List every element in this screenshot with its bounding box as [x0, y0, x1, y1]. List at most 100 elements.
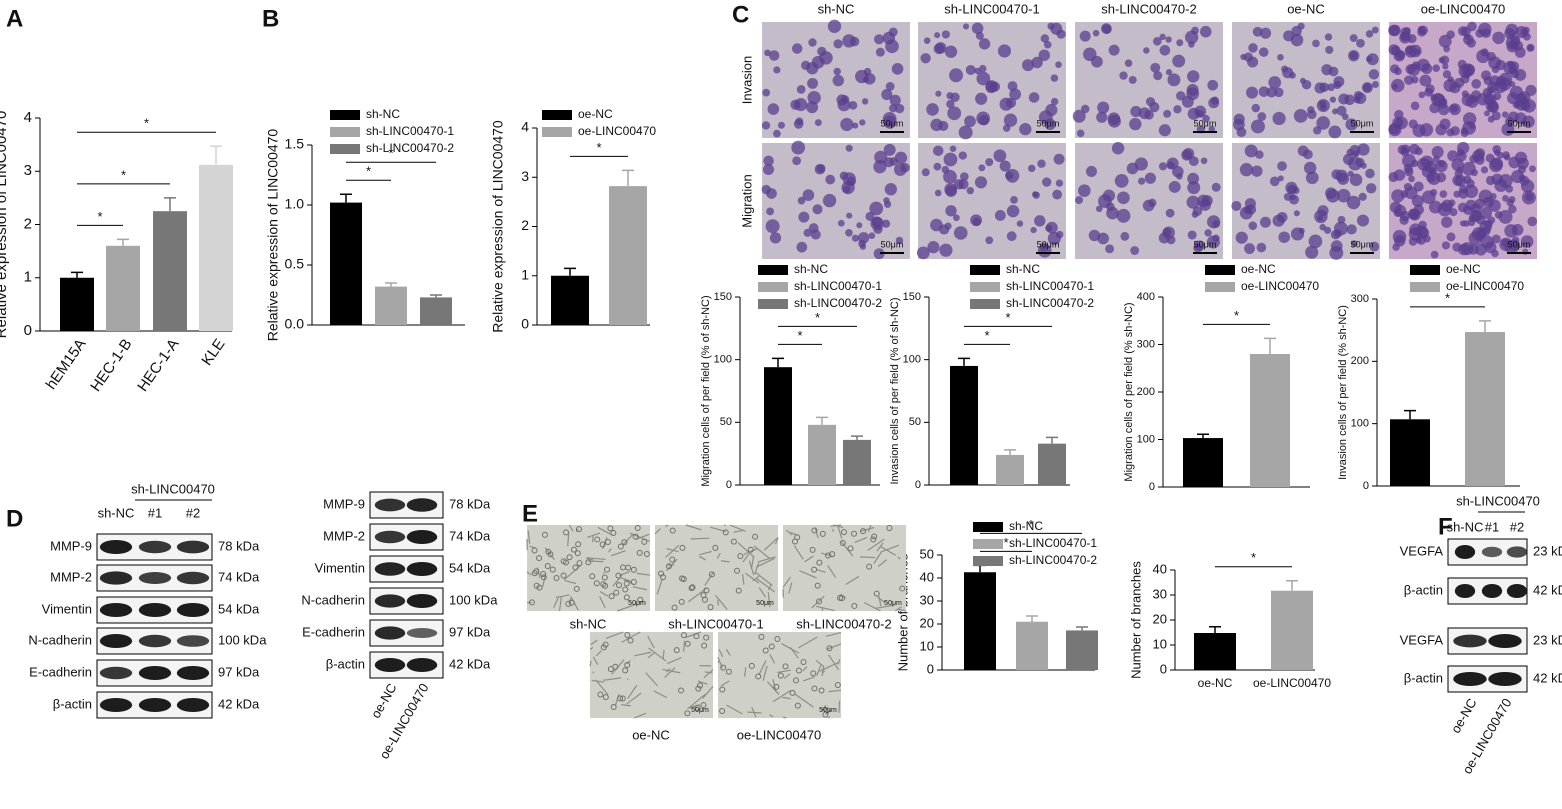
cell [797, 196, 806, 205]
cell [943, 152, 958, 167]
cell [1357, 143, 1370, 156]
cell [1105, 244, 1115, 254]
cell [1283, 192, 1292, 201]
cell [932, 145, 944, 156]
tube-branch [645, 672, 658, 687]
scale-label: 50μm [881, 239, 904, 249]
cell [1258, 47, 1269, 57]
legend-swatch [970, 265, 1000, 275]
cell [1196, 110, 1204, 118]
image-label: oe-LINC00470 [737, 727, 822, 742]
cell [1117, 191, 1130, 205]
legend-label: sh-LINC00470-1 [794, 279, 882, 293]
cell [1525, 84, 1537, 96]
cell [1440, 199, 1454, 212]
y-tick-label: 100 [1351, 418, 1369, 430]
error-bar [1286, 580, 1298, 591]
cell [1303, 161, 1317, 175]
protein-label: N-cadherin [301, 592, 365, 607]
band [138, 698, 172, 712]
cell [851, 234, 859, 242]
y-tick-label: 2 [24, 215, 32, 232]
y-tick-label: 50 [720, 416, 732, 428]
cell [808, 38, 817, 47]
size-label: 74 kDa [218, 569, 260, 584]
cell [978, 164, 986, 172]
cell [985, 158, 994, 167]
blot-row [1447, 627, 1528, 655]
significance-star: * [1445, 290, 1450, 305]
cell [1408, 119, 1418, 129]
cell [1498, 77, 1512, 91]
cell [1159, 44, 1171, 56]
error-bar [385, 282, 397, 287]
tube-cell [643, 551, 650, 558]
cell [1088, 229, 1101, 242]
bar [609, 186, 647, 325]
tube-cell [528, 599, 535, 606]
tube-branch [667, 657, 682, 665]
y-tick-label: 1 [24, 269, 32, 286]
cell [852, 122, 859, 129]
error-bar [1004, 449, 1016, 455]
tube-cell [712, 544, 719, 551]
tube-branch [752, 574, 761, 582]
tube-branch [782, 716, 787, 719]
tube-cell [695, 685, 702, 692]
cell [1165, 69, 1173, 76]
cell [1027, 164, 1036, 173]
tube-cell [576, 560, 583, 567]
scale-label: 50μm [881, 118, 904, 128]
cell [1148, 198, 1157, 207]
size-label: 23 kDa [1533, 543, 1562, 558]
cell [1463, 34, 1474, 45]
cell [994, 210, 1006, 221]
lane-label: oe-NC [368, 681, 400, 721]
cell [817, 46, 827, 56]
cell [1416, 58, 1430, 72]
cell [1527, 216, 1538, 227]
cell [1097, 232, 1110, 245]
tube-branch [599, 591, 609, 597]
y-tick-label: 0 [726, 479, 732, 491]
tube-branch [832, 528, 834, 532]
cell [1502, 194, 1509, 202]
tube-branch [632, 586, 648, 591]
cell [965, 64, 976, 75]
cell [1166, 157, 1179, 170]
micrograph: 50μm [916, 143, 1066, 260]
tube-branch [827, 564, 837, 578]
y-axis-title: Relative expression of LINC00470 [0, 111, 10, 339]
cell [764, 49, 771, 57]
panel-label: B [262, 5, 279, 32]
cell [1211, 182, 1221, 192]
cell [1443, 45, 1451, 53]
tube-cell [608, 593, 615, 600]
micrograph: 50μm [1388, 141, 1538, 259]
tube-branch [654, 528, 661, 535]
panel-label: F [1438, 513, 1453, 540]
y-tick-label: 30 [1153, 586, 1167, 601]
y-tick-label: 4 [24, 109, 32, 126]
cell [1491, 65, 1500, 74]
tube-branch [627, 684, 638, 699]
y-tick-label: 40 [1153, 561, 1167, 576]
cell [1462, 161, 1476, 176]
cell [960, 172, 969, 181]
cell [1076, 129, 1085, 138]
cell [1428, 200, 1442, 214]
band [406, 498, 438, 512]
tube-cell [669, 527, 676, 534]
cell [1034, 215, 1046, 227]
cell [1042, 177, 1052, 187]
tube-cell [708, 571, 715, 578]
tube-cell [625, 564, 632, 571]
cell [1257, 112, 1267, 121]
cell [889, 94, 901, 106]
cell [1487, 115, 1495, 123]
significance-star: * [815, 310, 820, 325]
cell [1107, 114, 1121, 128]
cell [1514, 112, 1527, 125]
cell [802, 189, 815, 201]
blot-row [1447, 538, 1528, 566]
